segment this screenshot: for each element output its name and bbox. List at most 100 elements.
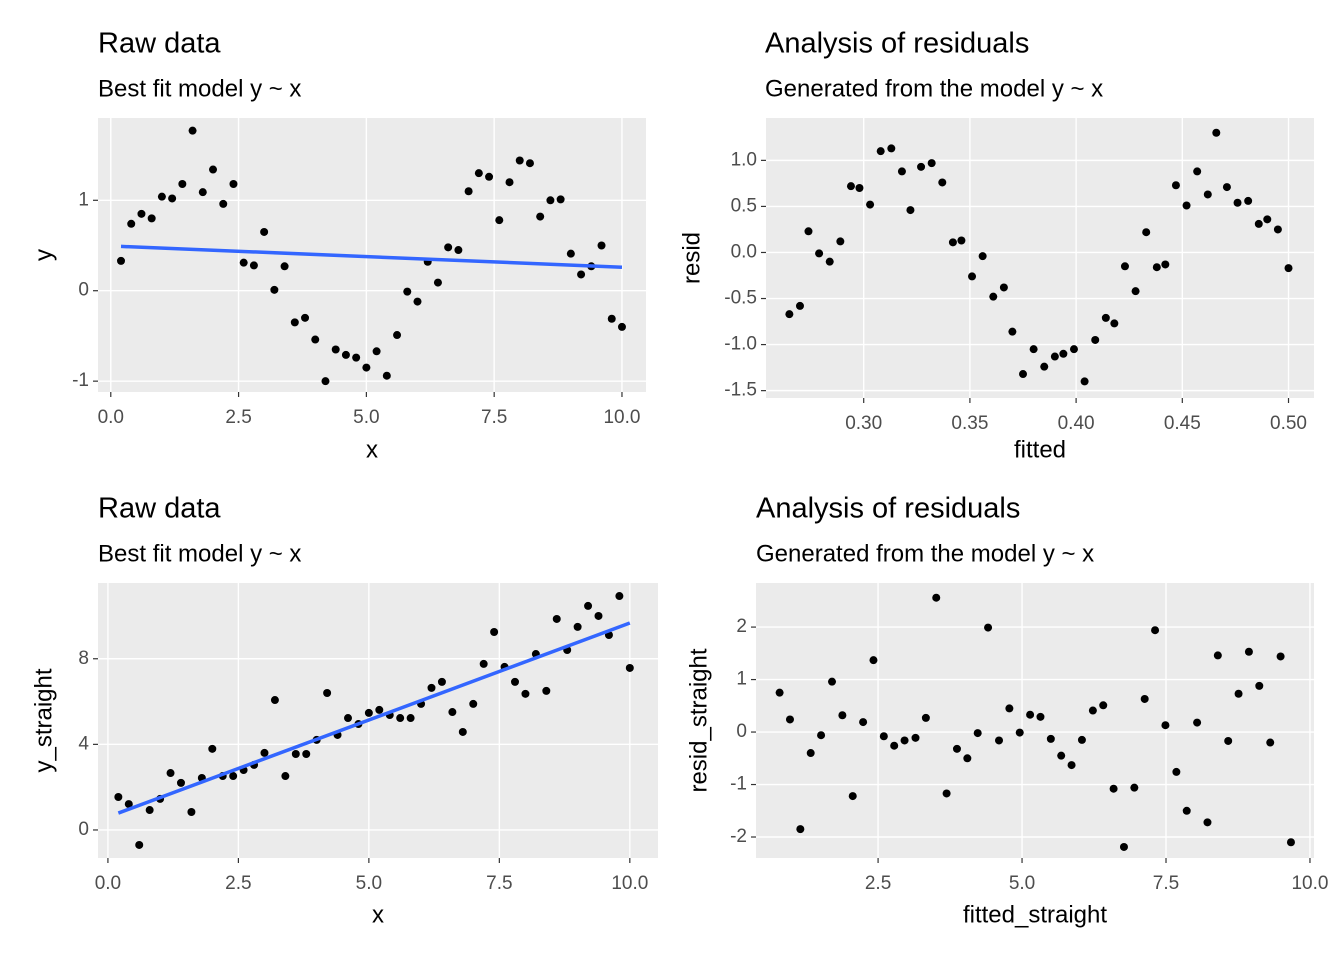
point xyxy=(281,772,290,781)
point xyxy=(178,180,187,189)
point xyxy=(117,256,126,265)
point xyxy=(127,219,136,228)
y-tick-label: -2 xyxy=(730,826,747,847)
x-tick-label: 7.5 xyxy=(481,407,507,428)
point xyxy=(1142,228,1151,237)
point xyxy=(229,772,238,781)
point xyxy=(396,714,405,723)
point xyxy=(1119,842,1128,851)
point xyxy=(890,741,899,750)
point xyxy=(1273,225,1282,234)
point xyxy=(948,238,957,247)
x-tick-label: 0.35 xyxy=(951,413,988,434)
panel-background xyxy=(98,118,646,392)
point xyxy=(1212,128,1221,137)
y-tick-label: 0 xyxy=(78,819,89,840)
x-tick-label: 10.0 xyxy=(1291,873,1328,894)
x-tick-label: 0.40 xyxy=(1058,413,1095,434)
point xyxy=(900,736,909,745)
x-tick-label: 7.5 xyxy=(1153,873,1179,894)
point xyxy=(1234,689,1243,698)
point xyxy=(490,628,499,637)
point xyxy=(321,377,330,386)
chart-subtitle: Best fit model y ~ x xyxy=(98,75,301,102)
point xyxy=(952,744,961,753)
point xyxy=(464,187,473,196)
x-tick-label: 5.0 xyxy=(1009,873,1035,894)
point xyxy=(546,196,555,205)
point xyxy=(260,748,269,757)
point xyxy=(1069,345,1078,354)
x-tick-label: 10.0 xyxy=(603,407,640,428)
point xyxy=(1182,201,1191,210)
point xyxy=(876,147,885,156)
point xyxy=(270,696,279,705)
y-tick-label: 1 xyxy=(78,189,89,210)
point xyxy=(869,656,878,665)
point xyxy=(859,718,868,727)
point xyxy=(1161,260,1170,269)
point xyxy=(942,789,951,798)
point xyxy=(795,301,804,310)
point xyxy=(1109,784,1118,793)
point xyxy=(594,611,603,620)
point xyxy=(607,314,616,323)
point xyxy=(836,237,845,246)
point xyxy=(866,200,875,209)
point xyxy=(597,241,606,250)
y-tick-label: 1 xyxy=(736,669,747,690)
x-tick-label: 0.0 xyxy=(95,873,121,894)
point xyxy=(796,825,805,834)
point xyxy=(208,744,217,753)
point xyxy=(188,126,197,135)
point xyxy=(785,310,794,319)
point xyxy=(917,162,926,171)
point xyxy=(1276,652,1285,661)
point xyxy=(1152,263,1161,272)
y-axis-label: resid xyxy=(678,232,705,284)
point xyxy=(382,371,391,380)
point xyxy=(556,195,565,204)
point xyxy=(921,713,930,722)
point xyxy=(474,169,483,178)
point xyxy=(552,614,561,623)
point xyxy=(984,623,993,632)
point xyxy=(311,335,320,344)
fit-line xyxy=(117,621,631,815)
x-tick-label: 5.0 xyxy=(353,407,379,428)
point xyxy=(427,683,436,692)
point xyxy=(1130,783,1139,792)
x-axis-label: fitted xyxy=(1014,436,1066,463)
point xyxy=(911,733,920,742)
x-tick-label: 5.0 xyxy=(356,873,382,894)
x-axis-label: x xyxy=(366,436,378,463)
point xyxy=(1286,838,1295,847)
point xyxy=(1005,704,1014,713)
point xyxy=(897,167,906,176)
point xyxy=(963,754,972,763)
chart-subtitle: Generated from the model y ~ x xyxy=(756,540,1094,567)
point xyxy=(1172,767,1181,776)
panel-background xyxy=(766,118,1314,398)
point xyxy=(1040,362,1049,371)
x-axis-label: fitted_straight xyxy=(963,901,1107,928)
point xyxy=(187,807,196,816)
point xyxy=(1140,694,1149,703)
point xyxy=(1182,806,1191,815)
x-tick-label: 0.0 xyxy=(98,407,124,428)
y-tick-label: -1 xyxy=(730,774,747,795)
point xyxy=(806,749,815,758)
point xyxy=(1233,198,1242,207)
point xyxy=(448,708,457,717)
y-tick-label: 4 xyxy=(78,733,89,754)
point xyxy=(625,663,634,672)
point xyxy=(542,686,551,695)
point xyxy=(617,322,626,331)
point xyxy=(525,159,534,168)
point xyxy=(1244,196,1253,205)
y-tick-label: 0 xyxy=(78,280,89,301)
point xyxy=(1203,190,1212,199)
point xyxy=(147,214,156,223)
x-tick-label: 2.5 xyxy=(225,873,251,894)
point xyxy=(145,806,154,815)
